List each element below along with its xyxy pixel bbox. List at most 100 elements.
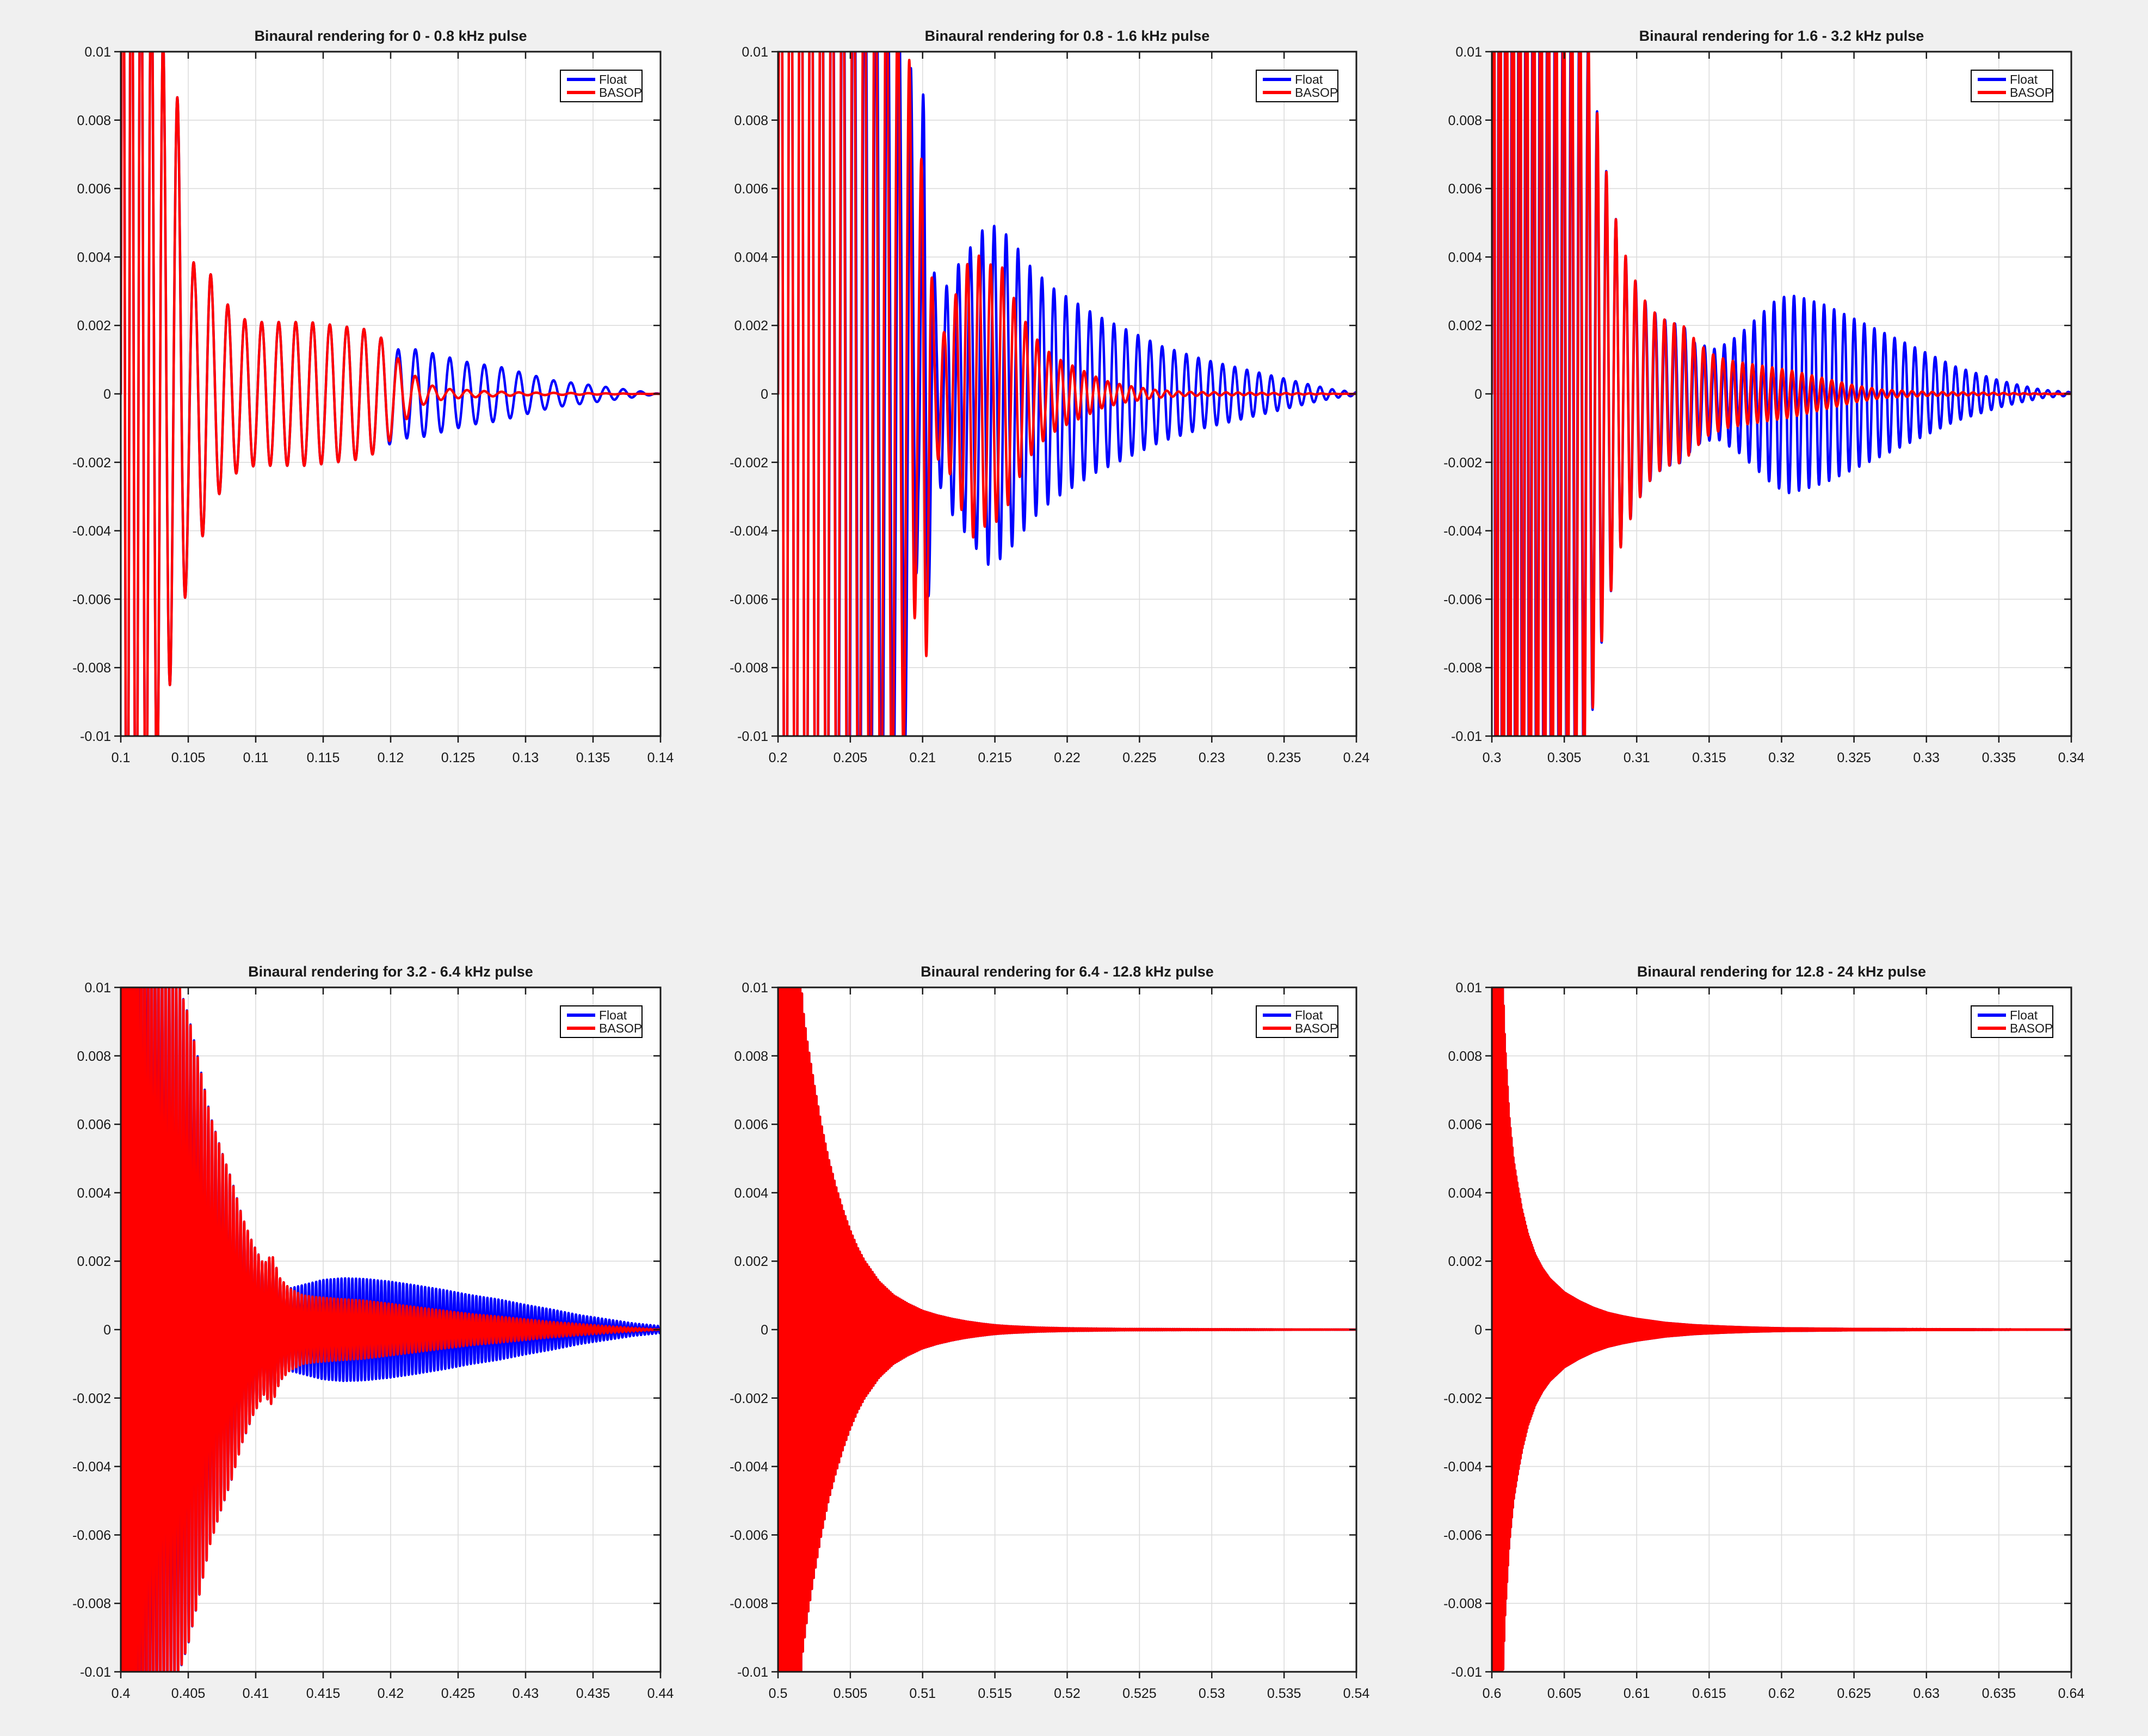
x-tick-label: 0.325	[1837, 750, 1871, 765]
y-tick-label: 0.002	[1448, 318, 1482, 333]
y-tick-label: -0.002	[1443, 1391, 1482, 1406]
waveform-basop	[778, 52, 1356, 736]
x-tick-label: 0.435	[576, 1686, 610, 1701]
x-tick-label: 0.425	[441, 1686, 476, 1701]
legend-box	[1256, 70, 1338, 102]
x-tick-label: 0.515	[978, 1686, 1012, 1701]
y-tick-label: 0	[103, 1323, 111, 1338]
y-tick-label: 0.004	[734, 250, 768, 265]
x-tick-label: 0.64	[2058, 1686, 2085, 1701]
y-tick-label: 0.01	[742, 45, 768, 60]
y-tick-label: -0.002	[1443, 455, 1482, 471]
x-tick-label: 0.615	[1692, 1686, 1726, 1701]
legend-label-float: Float	[2010, 1008, 2038, 1022]
x-tick-label: 0.31	[1624, 750, 1650, 765]
y-tick-label: -0.01	[1451, 729, 1482, 744]
x-tick-label: 0.22	[1054, 750, 1081, 765]
y-tick-label: -0.008	[730, 660, 768, 676]
y-tick-label: 0.01	[1455, 45, 1482, 60]
legend-box	[1971, 1005, 2053, 1038]
y-tick-label: 0	[761, 1323, 768, 1338]
y-tick-label: 0	[761, 387, 768, 402]
y-tick-label: 0.002	[77, 318, 111, 333]
x-tick-label: 0.63	[1913, 1686, 1940, 1701]
x-tick-label: 0.525	[1122, 1686, 1157, 1701]
waveform-float	[1492, 52, 2071, 736]
waveform-basop	[1492, 987, 2071, 1672]
waveform-basop	[778, 987, 1356, 1672]
legend-label-basop: BASOP	[2010, 1021, 2053, 1035]
x-tick-label: 0.315	[1692, 750, 1726, 765]
y-tick-label: 0.01	[1455, 980, 1482, 996]
y-tick-label: -0.01	[1451, 1665, 1482, 1680]
y-tick-label: 0.004	[734, 1185, 768, 1201]
y-tick-label: -0.006	[72, 1528, 111, 1543]
waveform-basop	[1492, 52, 2071, 736]
y-tick-label: 0.002	[734, 1254, 768, 1269]
y-tick-label: -0.006	[1443, 1528, 1482, 1543]
subplot-4: 0.4 0.405 0.41 0.415 0.42 0.425 0.43 0.435 0.44 0…	[72, 963, 674, 1701]
plot-title: Binaural rendering for 6.4 - 12.8 kHz pu…	[921, 963, 1214, 980]
x-tick-label: 0.33	[1913, 750, 1940, 765]
y-tick-label: -0.01	[80, 729, 111, 744]
x-tick-label: 0.11	[243, 750, 269, 765]
subplot-1: 0.1 0.105 0.11 0.115 0.12 0.125 0.13 0.135 0.14 0…	[72, 28, 674, 765]
x-tick-label: 0.235	[1267, 750, 1301, 765]
y-tick-label: -0.008	[1443, 1596, 1482, 1611]
subplot-2: 0.2 0.205 0.21 0.215 0.22 0.225 0.23 0.235 0.24 0…	[730, 28, 1370, 765]
y-tick-label: -0.01	[737, 729, 768, 744]
legend-box	[560, 1005, 643, 1038]
x-tick-label: 0.335	[1982, 750, 2016, 765]
x-tick-label: 0.635	[1982, 1686, 2016, 1701]
x-tick-label: 0.23	[1199, 750, 1225, 765]
y-tick-label: -0.008	[72, 1596, 111, 1611]
subplot-6: 0.6 0.605 0.61 0.615 0.62 0.625 0.63 0.635 0.64 0…	[1443, 963, 2085, 1701]
x-tick-label: 0.125	[441, 750, 476, 765]
x-tick-label: 0.135	[576, 750, 610, 765]
y-tick-label: 0.002	[77, 1254, 111, 1269]
y-tick-label: -0.008	[1443, 660, 1482, 676]
y-tick-label: 0.01	[84, 980, 111, 996]
x-tick-label: 0.5	[769, 1686, 788, 1701]
x-tick-label: 0.405	[171, 1686, 206, 1701]
plot-title: Binaural rendering for 1.6 - 3.2 kHz pul…	[1639, 28, 1924, 44]
x-tick-label: 0.215	[978, 750, 1012, 765]
y-tick-label: 0.004	[1448, 1185, 1482, 1201]
x-tick-label: 0.105	[171, 750, 206, 765]
legend-label-basop: BASOP	[599, 1021, 642, 1035]
y-tick-label: -0.004	[1443, 1460, 1482, 1475]
y-tick-label: -0.002	[730, 1391, 768, 1406]
x-tick-label: 0.24	[1343, 750, 1370, 765]
y-tick-label: 0.01	[742, 980, 768, 996]
waveform-basop	[121, 52, 661, 736]
y-tick-label: -0.008	[730, 1596, 768, 1611]
x-tick-label: 0.225	[1122, 750, 1157, 765]
y-tick-label: 0.002	[734, 318, 768, 333]
y-tick-label: 0.008	[1448, 1049, 1482, 1064]
plot-title: Binaural rendering for 0.8 - 1.6 kHz pul…	[925, 28, 1210, 44]
waveform-basop	[121, 987, 661, 1672]
y-tick-label: -0.006	[730, 1528, 768, 1543]
x-tick-label: 0.44	[647, 1686, 674, 1701]
y-tick-label: 0.004	[77, 1185, 111, 1201]
y-tick-label: -0.006	[1443, 592, 1482, 607]
x-tick-label: 0.61	[1624, 1686, 1650, 1701]
y-tick-label: -0.006	[72, 592, 111, 607]
x-tick-label: 0.52	[1054, 1686, 1081, 1701]
x-tick-label: 0.2	[769, 750, 788, 765]
y-tick-label: 0	[1474, 1323, 1482, 1338]
y-tick-label: -0.004	[730, 1460, 768, 1475]
y-tick-label: 0.008	[77, 1049, 111, 1064]
x-tick-label: 0.51	[909, 1686, 936, 1701]
y-tick-label: 0.004	[77, 250, 111, 265]
y-tick-label: 0.006	[77, 182, 111, 197]
y-tick-label: 0.006	[77, 1117, 111, 1133]
plot-title: Binaural rendering for 12.8 - 24 kHz pul…	[1637, 963, 1926, 980]
y-tick-label: -0.004	[72, 1460, 111, 1475]
y-tick-label: -0.002	[730, 455, 768, 471]
x-tick-label: 0.3	[1483, 750, 1502, 765]
x-tick-label: 0.43	[513, 1686, 539, 1701]
